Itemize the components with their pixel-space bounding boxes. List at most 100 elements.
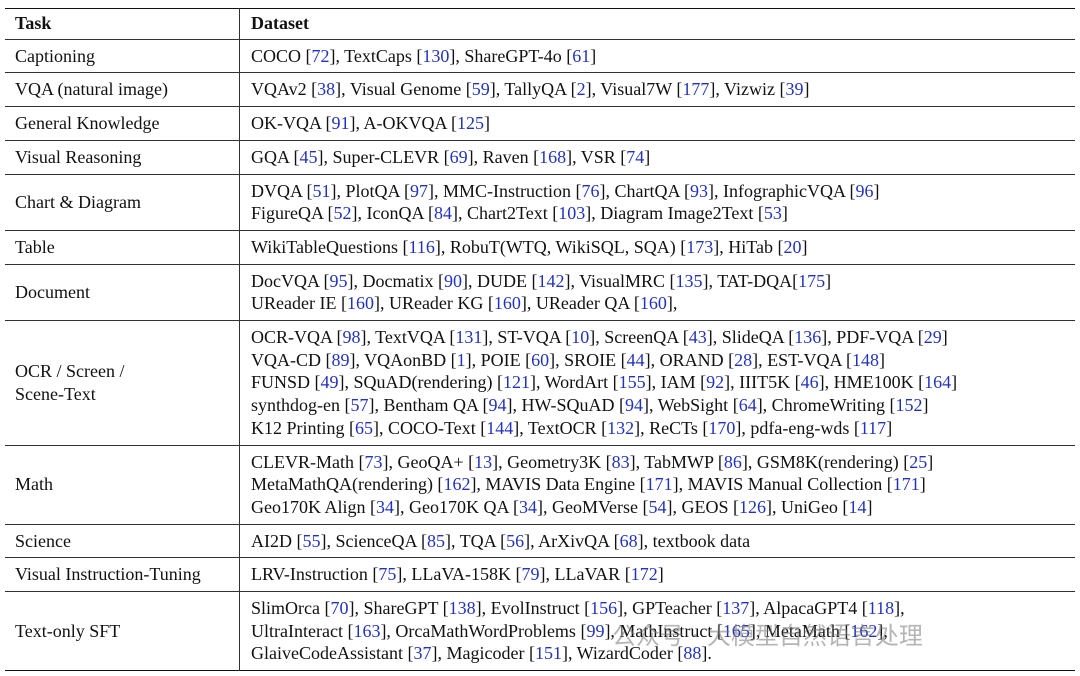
dataset-text: ], Visual Genome [: [335, 79, 472, 100]
citation: 121: [502, 372, 530, 393]
dataset-text: ], PlotQA [: [330, 180, 411, 201]
citation: 75: [378, 564, 397, 585]
dataset-text: GQA [: [251, 146, 300, 167]
dataset-text: ], Docmatix [: [347, 270, 444, 291]
dataset-cell: OCR-VQA [98], TextVQA [131], ST-VQA [10]…: [239, 320, 1075, 446]
dataset-text: ], MMC-Instruction [: [428, 180, 582, 201]
dataset-text: ], WordArt [: [529, 372, 619, 393]
dataset-text: ]: [927, 451, 934, 472]
table-row: Table WikiTableQuestions [116], RobuT(WTQ…: [5, 229, 1075, 265]
dataset-text: OK-VQA [: [251, 113, 332, 134]
task-cell: Captioning: [5, 38, 240, 73]
task-text: Table: [15, 236, 55, 257]
dataset-text: ], GeoQA+ [: [382, 451, 475, 472]
dataset-text: ], Geometry3K [: [492, 451, 612, 472]
citation: 53: [763, 203, 782, 224]
table-row: Visual Instruction-Tuning LRV-Instruction…: [5, 557, 1075, 592]
dataset-text: ], Visual7W [: [585, 79, 683, 100]
task-text: Text-only SFT: [15, 620, 121, 641]
dataset-text: VQAv2 [: [251, 79, 318, 100]
dataset-text: ],: [894, 598, 905, 619]
citation: 125: [457, 113, 484, 134]
table-row: Science AI2D [55], ScienceQA [85], TQA [5…: [5, 523, 1075, 558]
dataset-text: ], MetaMath [: [749, 620, 851, 641]
citation: 59: [471, 79, 490, 100]
task-cell: Visual Instruction-Tuning: [5, 557, 240, 592]
citation: 60: [531, 349, 550, 370]
table-row: Document DocVQA [95], Docmatix [90], DUDE…: [5, 263, 1075, 321]
citation: 1: [456, 349, 466, 370]
dataset-text: ]: [941, 327, 948, 348]
dataset-text: ], HW-SQuAD [: [506, 395, 625, 416]
citation: 116: [408, 236, 435, 257]
dataset-text: ], HME100K [: [818, 372, 925, 393]
dataset-line: FUNSD [49], SQuAD(rendering) [121], Word…: [251, 371, 1067, 394]
dataset-text: DVQA [: [251, 180, 313, 201]
citation: 56: [506, 530, 525, 551]
dataset-text: UltraInteract [: [251, 620, 354, 641]
citation: 52: [333, 203, 352, 224]
table-row: Math CLEVR-Math [73], GeoQA+ [13], Geomet…: [5, 444, 1075, 525]
citation: 55: [302, 530, 321, 551]
dataset-text: ]: [803, 79, 810, 100]
dataset-text: ], UniGeo [: [765, 496, 849, 517]
citation: 49: [320, 372, 339, 393]
citation: 156: [590, 598, 618, 619]
dataset-text: ], VisualMRC [: [564, 270, 676, 291]
dataset-text: ]: [886, 417, 893, 438]
dataset-text: ], MAVIS Data Engine [: [470, 474, 646, 495]
citation: 34: [376, 496, 394, 517]
task-text: OCR / Screen /: [15, 361, 125, 382]
dataset-text: ], ShareGPT-4o [: [449, 45, 573, 66]
citation: 173: [686, 236, 714, 257]
citation: 164: [924, 372, 952, 393]
table-row: Text-only SFT SlimOrca [70], ShareGPT [13…: [5, 591, 1075, 671]
dataset-text: ], Geo170K QA [: [394, 496, 519, 517]
table-header: Task Dataset: [5, 8, 1075, 40]
dataset-cell: COCO [72], TextCaps [130], ShareGPT-4o […: [239, 38, 1075, 73]
dataset-text: ], ChromeWriting [: [756, 395, 896, 416]
dataset-line: OK-VQA [91], A-OKVQA [125]: [251, 112, 1067, 135]
task-text: Science: [15, 530, 71, 551]
citation: 79: [521, 564, 540, 585]
dataset-table: Task Dataset Captioning COCO [72], TextCa…: [5, 8, 1075, 672]
citation: 45: [299, 146, 318, 167]
citation: 135: [675, 270, 703, 291]
dataset-text: CLEVR-Math [: [251, 451, 365, 472]
dataset-line: WikiTableQuestions [116], RobuT(WTQ, Wik…: [251, 236, 1067, 259]
dataset-text: ], LLaVA-158K [: [396, 564, 522, 585]
task-cell: Visual Reasoning: [5, 139, 240, 175]
citation: 165: [722, 620, 750, 641]
citation: 28: [734, 349, 753, 370]
dataset-cell: DVQA [51], PlotQA [97], MMC-Instruction …: [239, 173, 1075, 231]
dataset-text: ], Raven [: [467, 146, 540, 167]
task-text: Math: [15, 474, 53, 495]
dataset-line: CLEVR-Math [73], GeoQA+ [13], Geometry3K…: [251, 451, 1067, 474]
citation: 171: [645, 474, 673, 495]
dataset-text: ], IIIT5K [: [724, 372, 801, 393]
dataset-text: ], ArXivQA [: [524, 530, 620, 551]
task-cell: VQA (natural image): [5, 72, 240, 107]
citation: 46: [800, 372, 819, 393]
citation: 162: [443, 474, 471, 495]
task-cell: Science: [5, 523, 240, 558]
dataset-text: ], TextVQA [: [360, 327, 456, 348]
dataset-line: VQAv2 [38], Visual Genome [59], TallyQA …: [251, 78, 1067, 101]
table-body: Captioning COCO [72], TextCaps [130], Sha…: [5, 38, 1075, 671]
citation: 70: [330, 598, 349, 619]
dataset-text: ], ST-VQA [: [482, 327, 572, 348]
dataset-text: ]: [825, 270, 832, 291]
citation: 85: [426, 530, 445, 551]
dataset-cell: AI2D [55], ScienceQA [85], TQA [56], ArX…: [239, 523, 1075, 558]
dataset-text: ], POIE [: [465, 349, 532, 370]
dataset-text: ], SlideQA [: [706, 327, 795, 348]
dataset-text: ]: [879, 349, 886, 370]
citation: 69: [449, 146, 468, 167]
dataset-cell: DocVQA [95], Docmatix [90], DUDE [142], …: [239, 263, 1075, 321]
header-task: Task: [5, 8, 240, 40]
task-cell: Math: [5, 444, 240, 525]
header-row: Task Dataset: [5, 8, 1075, 40]
dataset-text: ], Super-CLEVR [: [317, 146, 450, 167]
header-dataset: Dataset: [251, 13, 309, 33]
citation: 25: [909, 451, 928, 472]
